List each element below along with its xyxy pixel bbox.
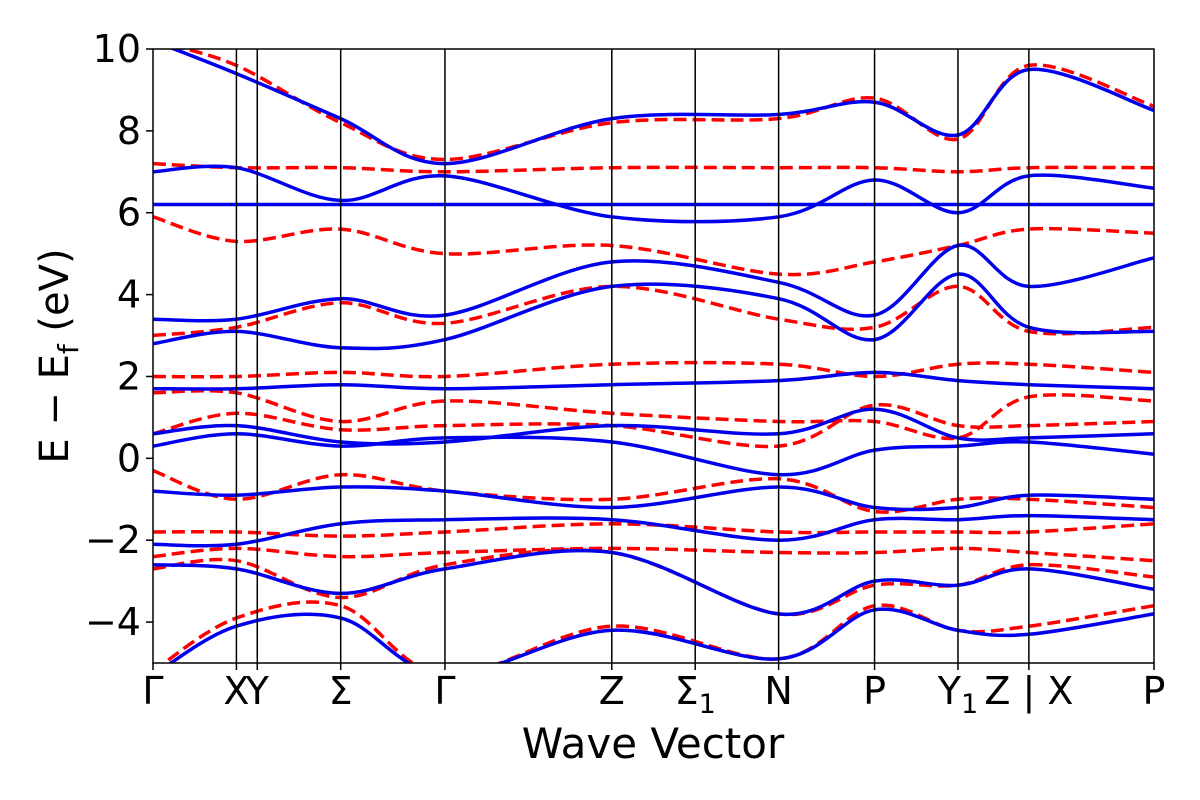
y-tick-label: 10 [93,27,141,71]
x-tick-label-main: X [223,669,249,713]
x-axis-title: Wave Vector [522,719,785,768]
x-tick-label: P [863,669,886,713]
x-tick-label-subscript: 1 [961,689,978,720]
x-tick-label-main: P [863,669,886,713]
y-axis-title: E − Ef (eV) [32,248,85,463]
band-line-series-1-6 [153,403,1154,449]
x-tick-label-subscript: 1 [699,689,716,720]
band-line-series-2-3 [153,513,1154,548]
x-tick-label: N [764,669,792,713]
x-tick-label: X [223,669,249,713]
band-line-series-2-8 [153,272,1154,351]
kpoint-lines-group [235,49,1030,663]
y-tick-label: −2 [85,518,141,562]
band-line-series-2-6 [153,407,1154,446]
bands-group [153,49,1154,663]
band-line-series-1-7 [153,388,1154,441]
band-line-series-1-11 [153,161,1154,174]
band-line-series-1-9 [153,284,1154,338]
x-tick-label: Z | X [984,669,1073,714]
band-line-series-2-4 [153,485,1154,512]
band-line-series-2-5 [153,432,1154,477]
x-tick-label-main: Z [599,669,625,713]
y-tick-label: 0 [117,436,141,480]
x-tick-label-main: Γ [434,669,455,713]
x-tick-label-main: Y [937,669,962,713]
x-tick-label: Y [245,669,270,713]
plot-frame [152,48,1155,664]
band-line-series-1-5 [153,468,1154,514]
x-tick-label: Y1 [937,669,978,720]
x-tick-label-main: Γ [142,669,163,713]
band-line-series-2-11 [153,164,1154,224]
x-tick-label: Σ [329,669,353,713]
y-tick-label: 2 [117,354,141,398]
x-tick-label: Σ1 [675,669,716,720]
y-axis-title-main: E − E [32,354,78,464]
x-tick-label-main: N [764,669,792,713]
x-tick-label: Z [599,669,625,713]
y-axis-title-subscript: f [52,343,85,354]
y-tick-label: −4 [85,600,141,644]
x-tick-label: P [1143,669,1166,713]
plot-background [153,49,1154,663]
x-tick-label-main: P [1143,669,1166,713]
band-line-series-1-3 [153,546,1154,563]
band-line-series-2-1 [168,607,1154,663]
y-tick-label: 4 [117,273,141,317]
y-tick-label: 6 [117,191,141,235]
x-tick-label: Γ [434,669,455,713]
band-line-series-2-12 [169,49,1154,166]
x-tick-label-main: Y [245,669,270,713]
x-tick-label-main: Z | X [984,669,1073,714]
band-line-series-2-9 [153,243,1154,323]
band-line-series-1-1 [161,600,1154,663]
x-tick-label-main: Σ [329,669,353,713]
y-ticks-group: −4 −2 0 2 4 6 8 10 [85,27,153,644]
band-line-series-2-2 [153,548,1154,617]
y-tick-label: 8 [117,109,141,153]
x-tick-label-main: Σ [675,669,699,713]
x-tick-label: Γ [142,669,163,713]
band-line-series-2-7 [153,370,1154,391]
y-axis-title-unit: (eV) [32,248,78,344]
band-line-series-1-8 [153,360,1154,379]
